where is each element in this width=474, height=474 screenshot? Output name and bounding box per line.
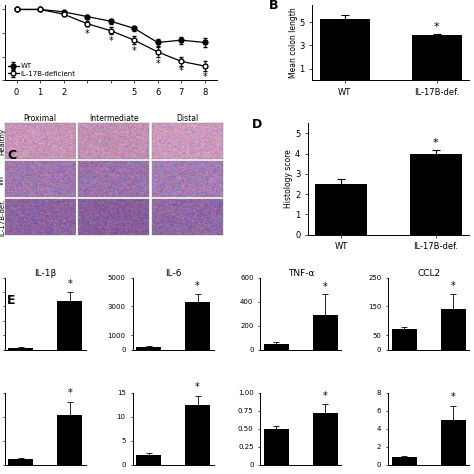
- Text: *: *: [155, 58, 160, 69]
- Legend: WT, IL-17B-deficient: WT, IL-17B-deficient: [8, 64, 76, 77]
- Bar: [137, 347, 161, 350]
- Text: D: D: [251, 118, 262, 131]
- Y-axis label: IL-17B-def.: IL-17B-def.: [0, 198, 5, 236]
- Text: *: *: [323, 282, 328, 292]
- Title: CCL2: CCL2: [417, 269, 440, 278]
- Text: *: *: [179, 65, 183, 76]
- Title: Proximal: Proximal: [24, 114, 57, 123]
- Text: *: *: [195, 281, 200, 291]
- Bar: [411, 35, 462, 80]
- Bar: [441, 419, 465, 465]
- Text: *: *: [323, 391, 328, 401]
- Y-axis label: Histology score: Histology score: [284, 149, 293, 209]
- Text: *: *: [85, 29, 90, 39]
- Text: *: *: [451, 281, 456, 291]
- Bar: [392, 329, 417, 350]
- Y-axis label: Healthy: Healthy: [0, 128, 5, 155]
- Text: E: E: [7, 294, 16, 307]
- Title: Distal: Distal: [176, 114, 198, 123]
- Text: *: *: [433, 137, 439, 147]
- Bar: [313, 315, 337, 350]
- Y-axis label: WT: WT: [0, 173, 5, 184]
- Bar: [392, 457, 417, 465]
- Text: *: *: [195, 383, 200, 392]
- Title: TNF-α: TNF-α: [288, 269, 314, 278]
- Bar: [185, 405, 210, 465]
- Bar: [9, 459, 33, 465]
- Bar: [9, 347, 33, 350]
- Bar: [137, 455, 161, 465]
- Bar: [315, 184, 367, 235]
- Text: *: *: [434, 22, 440, 32]
- Text: *: *: [132, 46, 137, 55]
- Bar: [264, 344, 289, 350]
- Bar: [319, 18, 370, 80]
- Bar: [57, 301, 82, 350]
- Title: IL-6: IL-6: [165, 269, 182, 278]
- Bar: [185, 302, 210, 350]
- Text: *: *: [67, 388, 72, 398]
- Y-axis label: Mean colon length: Mean colon length: [289, 7, 298, 78]
- Text: *: *: [202, 72, 207, 82]
- Bar: [410, 154, 462, 235]
- Text: B: B: [268, 0, 278, 12]
- Bar: [441, 310, 465, 350]
- Title: Intermediate: Intermediate: [89, 114, 138, 123]
- Text: *: *: [108, 36, 113, 46]
- Text: *: *: [451, 392, 456, 402]
- Title: IL-1β: IL-1β: [34, 269, 56, 278]
- Text: *: *: [67, 279, 72, 289]
- Bar: [313, 413, 337, 465]
- Bar: [264, 428, 289, 465]
- Bar: [57, 415, 82, 465]
- Text: C: C: [7, 149, 16, 162]
